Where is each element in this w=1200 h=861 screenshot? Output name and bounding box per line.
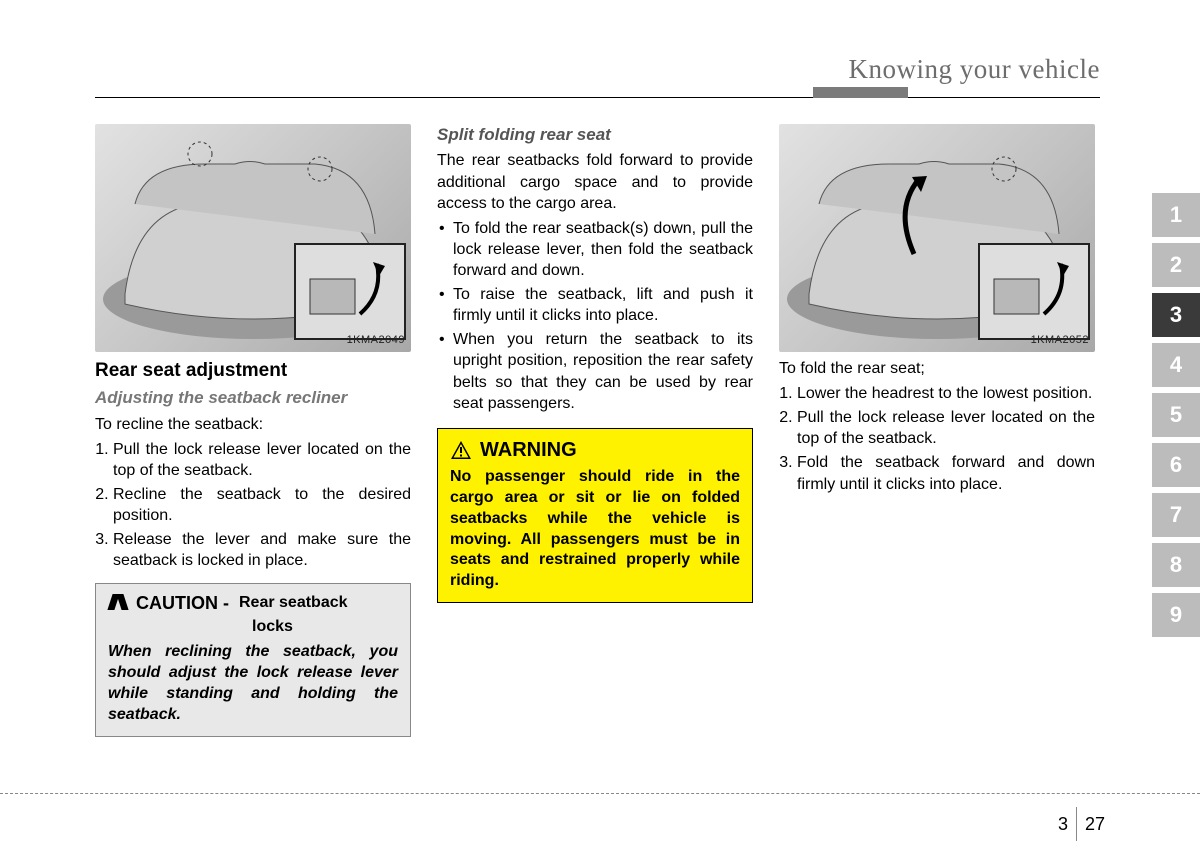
caution-icon <box>108 592 128 612</box>
chapter-number: 3 <box>1058 814 1068 835</box>
recline-steps-list: Pull the lock release lever located on t… <box>95 439 411 572</box>
intro-text: To recline the seatback: <box>95 414 411 435</box>
warning-icon <box>450 440 472 460</box>
column-3: 1KMA2052 To fold the rear seat; Lower th… <box>779 124 1095 737</box>
list-item: When you return the seatback to its upri… <box>437 329 753 413</box>
fold-intro: To fold the rear seat; <box>779 358 1095 379</box>
tab-2[interactable]: 2 <box>1152 243 1200 287</box>
caution-body: When reclining the seatback, you should … <box>108 641 398 725</box>
caution-subject: Rear seatback <box>239 592 348 613</box>
subheading-recliner: Adjusting the seatback recliner <box>95 387 411 409</box>
fold-steps-list: Lower the headrest to the lowest positio… <box>779 383 1095 495</box>
warning-box: WARNING No passenger should ride in the … <box>437 428 753 603</box>
split-folding-intro: The rear seatbacks fold forward to provi… <box>437 150 753 213</box>
tab-4[interactable]: 4 <box>1152 343 1200 387</box>
page-number: 3 27 <box>1058 807 1105 841</box>
list-item: Recline the seatback to the desired posi… <box>113 484 411 526</box>
list-item: Fold the seatback forward and down firml… <box>797 452 1095 494</box>
page-content: Knowing your vehicle 1KMA2049 Rear s <box>95 60 1100 737</box>
seat-illustration-1 <box>95 124 411 352</box>
tab-1[interactable]: 1 <box>1152 193 1200 237</box>
tab-7[interactable]: 7 <box>1152 493 1200 537</box>
column-2: Split folding rear seat The rear seatbac… <box>437 124 753 737</box>
caution-heading: CAUTION - Rear seatback <box>108 592 398 616</box>
warning-label: WARNING <box>480 437 577 463</box>
list-item: Release the lever and make sure the seat… <box>113 529 411 571</box>
caution-box: CAUTION - Rear seatback locks When recli… <box>95 583 411 736</box>
heading-rear-seat-adjustment: Rear seat adjustment <box>95 358 411 383</box>
page-header: Knowing your vehicle <box>95 60 1100 98</box>
list-item: Lower the headrest to the lowest positio… <box>797 383 1095 404</box>
content-columns: 1KMA2049 Rear seat adjustment Adjusting … <box>95 124 1100 737</box>
tab-5[interactable]: 5 <box>1152 393 1200 437</box>
header-accent-bar <box>813 87 908 98</box>
seat-illustration-2 <box>779 124 1095 352</box>
figure-fold-rear-seat: 1KMA2052 <box>779 124 1095 352</box>
figure-code: 1KMA2049 <box>347 333 405 348</box>
list-item: Pull the lock release lever located on t… <box>797 407 1095 449</box>
page-footer: 3 27 <box>95 811 1105 841</box>
split-folding-bullets: To fold the rear seatback(s) down, pull … <box>437 218 753 414</box>
section-title: Knowing your vehicle <box>849 54 1100 85</box>
tab-9[interactable]: 9 <box>1152 593 1200 637</box>
tab-8[interactable]: 8 <box>1152 543 1200 587</box>
tab-6[interactable]: 6 <box>1152 443 1200 487</box>
fold-dashed-line <box>0 793 1200 794</box>
figure-code: 1KMA2052 <box>1031 333 1089 348</box>
figure-rear-seat-adjust: 1KMA2049 <box>95 124 411 352</box>
chapter-tabs: 1 2 3 4 5 6 7 8 9 <box>1152 193 1200 643</box>
list-item: To raise the seatback, lift and push it … <box>437 284 753 326</box>
list-item: To fold the rear seatback(s) down, pull … <box>437 218 753 281</box>
subheading-split-folding: Split folding rear seat <box>437 124 753 146</box>
list-item: Pull the lock release lever located on t… <box>113 439 411 481</box>
column-1: 1KMA2049 Rear seat adjustment Adjusting … <box>95 124 411 737</box>
caution-subject-line2: locks <box>252 616 398 637</box>
page-num-separator <box>1076 807 1077 841</box>
page-number-value: 27 <box>1085 814 1105 835</box>
warning-body: No passenger should ride in the cargo ar… <box>450 467 740 592</box>
caution-label: CAUTION - <box>136 592 229 616</box>
tab-3[interactable]: 3 <box>1152 293 1200 337</box>
warning-heading: WARNING <box>450 437 740 463</box>
